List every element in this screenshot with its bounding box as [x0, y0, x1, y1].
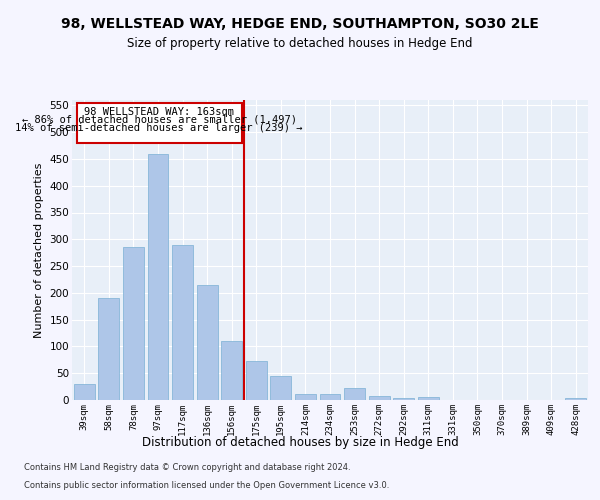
Text: Size of property relative to detached houses in Hedge End: Size of property relative to detached ho…: [127, 38, 473, 51]
Bar: [418, 398, 439, 400]
Bar: [123, 248, 144, 400]
Bar: [320, 394, 340, 400]
Bar: [246, 361, 267, 400]
Bar: [368, 396, 389, 400]
Text: 14% of semi-detached houses are larger (239) →: 14% of semi-detached houses are larger (…: [16, 123, 303, 133]
Bar: [271, 376, 292, 400]
Text: 98, WELLSTEAD WAY, HEDGE END, SOUTHAMPTON, SO30 2LE: 98, WELLSTEAD WAY, HEDGE END, SOUTHAMPTO…: [61, 18, 539, 32]
Bar: [221, 341, 242, 400]
Bar: [98, 298, 119, 400]
Bar: [77, 102, 242, 143]
Bar: [295, 394, 316, 400]
Bar: [197, 285, 218, 400]
Bar: [74, 384, 95, 400]
Bar: [172, 244, 193, 400]
Bar: [565, 398, 586, 400]
Bar: [344, 388, 365, 400]
Text: Contains public sector information licensed under the Open Government Licence v3: Contains public sector information licen…: [24, 481, 389, 490]
Text: Contains HM Land Registry data © Crown copyright and database right 2024.: Contains HM Land Registry data © Crown c…: [24, 464, 350, 472]
Text: 98 WELLSTEAD WAY: 163sqm: 98 WELLSTEAD WAY: 163sqm: [84, 107, 234, 117]
Text: Distribution of detached houses by size in Hedge End: Distribution of detached houses by size …: [142, 436, 458, 449]
Y-axis label: Number of detached properties: Number of detached properties: [34, 162, 44, 338]
Bar: [148, 154, 169, 400]
Text: ← 86% of detached houses are smaller (1,497): ← 86% of detached houses are smaller (1,…: [22, 115, 297, 125]
Bar: [393, 398, 414, 400]
